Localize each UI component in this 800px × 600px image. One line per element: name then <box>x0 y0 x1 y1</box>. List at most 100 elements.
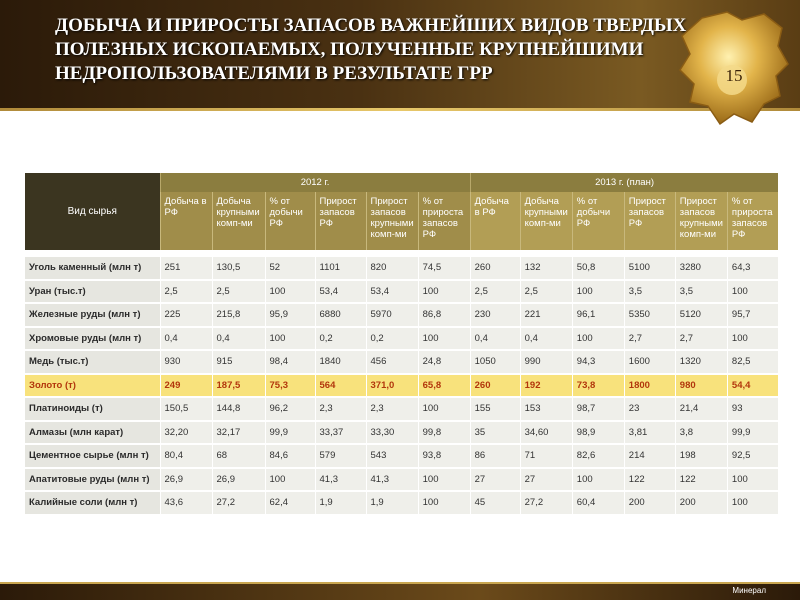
table-cell: 0,4 <box>520 326 573 351</box>
table-cell: 1840 <box>315 350 367 375</box>
table-cell: 53,4 <box>315 279 367 304</box>
table-cell: 45 <box>470 491 521 516</box>
table-cell: 26,9 <box>160 467 213 492</box>
table-cell: 35 <box>470 420 521 445</box>
corner-cell: Вид сырья <box>25 173 160 250</box>
data-table: Вид сырья 2012 г. 2013 г. (план) Добыча в Р… <box>25 173 779 516</box>
table-cell: 5970 <box>366 303 419 328</box>
table-cell: 32,20 <box>160 420 213 445</box>
table-cell: 53,4 <box>366 279 419 304</box>
table-row: Апатитовые руды (млн т) 26,9 26,9 100 41,3 41… <box>25 467 779 492</box>
table-cell: 3,5 <box>624 279 676 304</box>
footer-brand: Минерал <box>732 586 766 595</box>
table-cell: 82,5 <box>727 350 779 375</box>
table-cell: 52 <box>265 257 316 281</box>
row-label: Уголь каменный (млн т) <box>25 257 161 281</box>
table-cell: 98,9 <box>572 420 625 445</box>
table-cell: 980 <box>675 373 728 398</box>
table-cell: 93 <box>727 397 779 422</box>
table-row: Золото (т) 249 187,5 75,3 564 371,0 65,8 260 192… <box>25 373 779 398</box>
table-cell: 122 <box>624 467 676 492</box>
column-header: Прирост запасов крупными комп-ми <box>365 192 419 250</box>
table-cell: 100 <box>572 326 625 351</box>
table-cell: 99,8 <box>418 420 471 445</box>
table-cell: 99,9 <box>727 420 779 445</box>
table-cell: 100 <box>572 279 625 304</box>
table-cell: 100 <box>418 326 471 351</box>
table-cell: 543 <box>366 444 419 469</box>
table-cell: 50,8 <box>572 257 625 281</box>
column-row: Добыча в РФ Добыча крупными комп-ми% от д… <box>25 192 779 250</box>
table-cell: 579 <box>315 444 367 469</box>
table-cell: 215,8 <box>212 303 266 328</box>
table-cell: 74,5 <box>418 257 471 281</box>
table-cell: 96,1 <box>572 303 625 328</box>
table-cell: 221 <box>520 303 573 328</box>
table-cell: 2,7 <box>624 326 676 351</box>
row-label: Золото (т) <box>25 373 161 398</box>
table-cell: 75,3 <box>265 373 316 398</box>
table-cell: 92,5 <box>727 444 779 469</box>
table-row: Калийные соли (млн т) 43,6 27,2 62,4 1,9 1,9 1… <box>25 491 779 516</box>
table-cell: 100 <box>418 491 471 516</box>
column-header: Добыча крупными комп-ми <box>211 192 265 250</box>
table-cell: 2,3 <box>315 397 367 422</box>
table-cell: 371,0 <box>366 373 419 398</box>
column-header: Добыча крупными комп-ми <box>519 192 573 250</box>
table-cell: 100 <box>265 467 316 492</box>
title-line: ДОБЫЧА И ПРИРОСТЫ ЗАПАСОВ ВАЖНЕЙШИХ ВИДО… <box>55 15 687 36</box>
table-cell: 100 <box>572 467 625 492</box>
title-line: ПОЛЕЗНЫХ ИСКОПАЕМЫХ, ПОЛУЧЕННЫЕ КРУПНЕЙШ… <box>55 39 644 60</box>
table-row: Алмазы (млн карат) 32,20 32,17 99,9 33,37 33,… <box>25 420 779 445</box>
row-label: Апатитовые руды (млн т) <box>25 467 161 492</box>
table-cell: 100 <box>418 397 471 422</box>
table-cell: 98,7 <box>572 397 625 422</box>
table-cell: 200 <box>624 491 676 516</box>
table-cell: 100 <box>265 326 316 351</box>
table-cell: 68 <box>212 444 266 469</box>
row-label: Хромовые руды (млн т) <box>25 326 161 351</box>
table-cell: 456 <box>366 350 419 375</box>
table-cell: 155 <box>470 397 521 422</box>
table-cell: 98,4 <box>265 350 316 375</box>
row-label: Цементное сырье (млн т) <box>25 444 161 469</box>
table-cell: 94,3 <box>572 350 625 375</box>
row-label: Алмазы (млн карат) <box>25 420 161 445</box>
table-cell: 1800 <box>624 373 676 398</box>
table-cell: 225 <box>160 303 213 328</box>
table-cell: 73,8 <box>572 373 625 398</box>
table-cell: 1,9 <box>315 491 367 516</box>
table-cell: 21,4 <box>675 397 728 422</box>
table-cell: 3,5 <box>675 279 728 304</box>
table-cell: 27 <box>520 467 573 492</box>
column-header: Прирост запасов РФ <box>314 192 366 250</box>
table-cell: 915 <box>212 350 266 375</box>
table-cell: 65,8 <box>418 373 471 398</box>
table-cell: 27 <box>470 467 521 492</box>
table-cell: 95,9 <box>265 303 316 328</box>
table-cell: 100 <box>265 279 316 304</box>
table-cell: 86 <box>470 444 521 469</box>
table-cell: 80,4 <box>160 444 213 469</box>
table-cell: 0,4 <box>160 326 213 351</box>
table-cell: 3280 <box>675 257 728 281</box>
table-cell: 249 <box>160 373 213 398</box>
column-header: % от добычи РФ <box>571 192 625 250</box>
table-cell: 5100 <box>624 257 676 281</box>
row-label: Уран (тыс.т) <box>25 279 161 304</box>
table-cell: 99,9 <box>265 420 316 445</box>
row-label: Калийные соли (млн т) <box>25 491 161 516</box>
title-line: НЕДРОПОЛЬЗОВАТЕЛЯМИ В РЕЗУЛЬТАТЕ ГРР <box>55 63 493 84</box>
table-cell: 86,8 <box>418 303 471 328</box>
gold-nugget <box>679 11 789 126</box>
table-cell: 1050 <box>470 350 521 375</box>
group-row: Вид сырья 2012 г. 2013 г. (план) <box>25 173 779 250</box>
row-label: Медь (тыс.т) <box>25 350 161 375</box>
table-cell: 95,7 <box>727 303 779 328</box>
page-number: 15 <box>725 66 743 85</box>
group-header: 2012 г. <box>159 173 471 192</box>
table-cell: 132 <box>520 257 573 281</box>
table-cell: 41,3 <box>366 467 419 492</box>
table-cell: 2,5 <box>520 279 573 304</box>
table-row: Железные руды (млн т) 225 215,8 95,9 6880 597… <box>25 303 779 328</box>
